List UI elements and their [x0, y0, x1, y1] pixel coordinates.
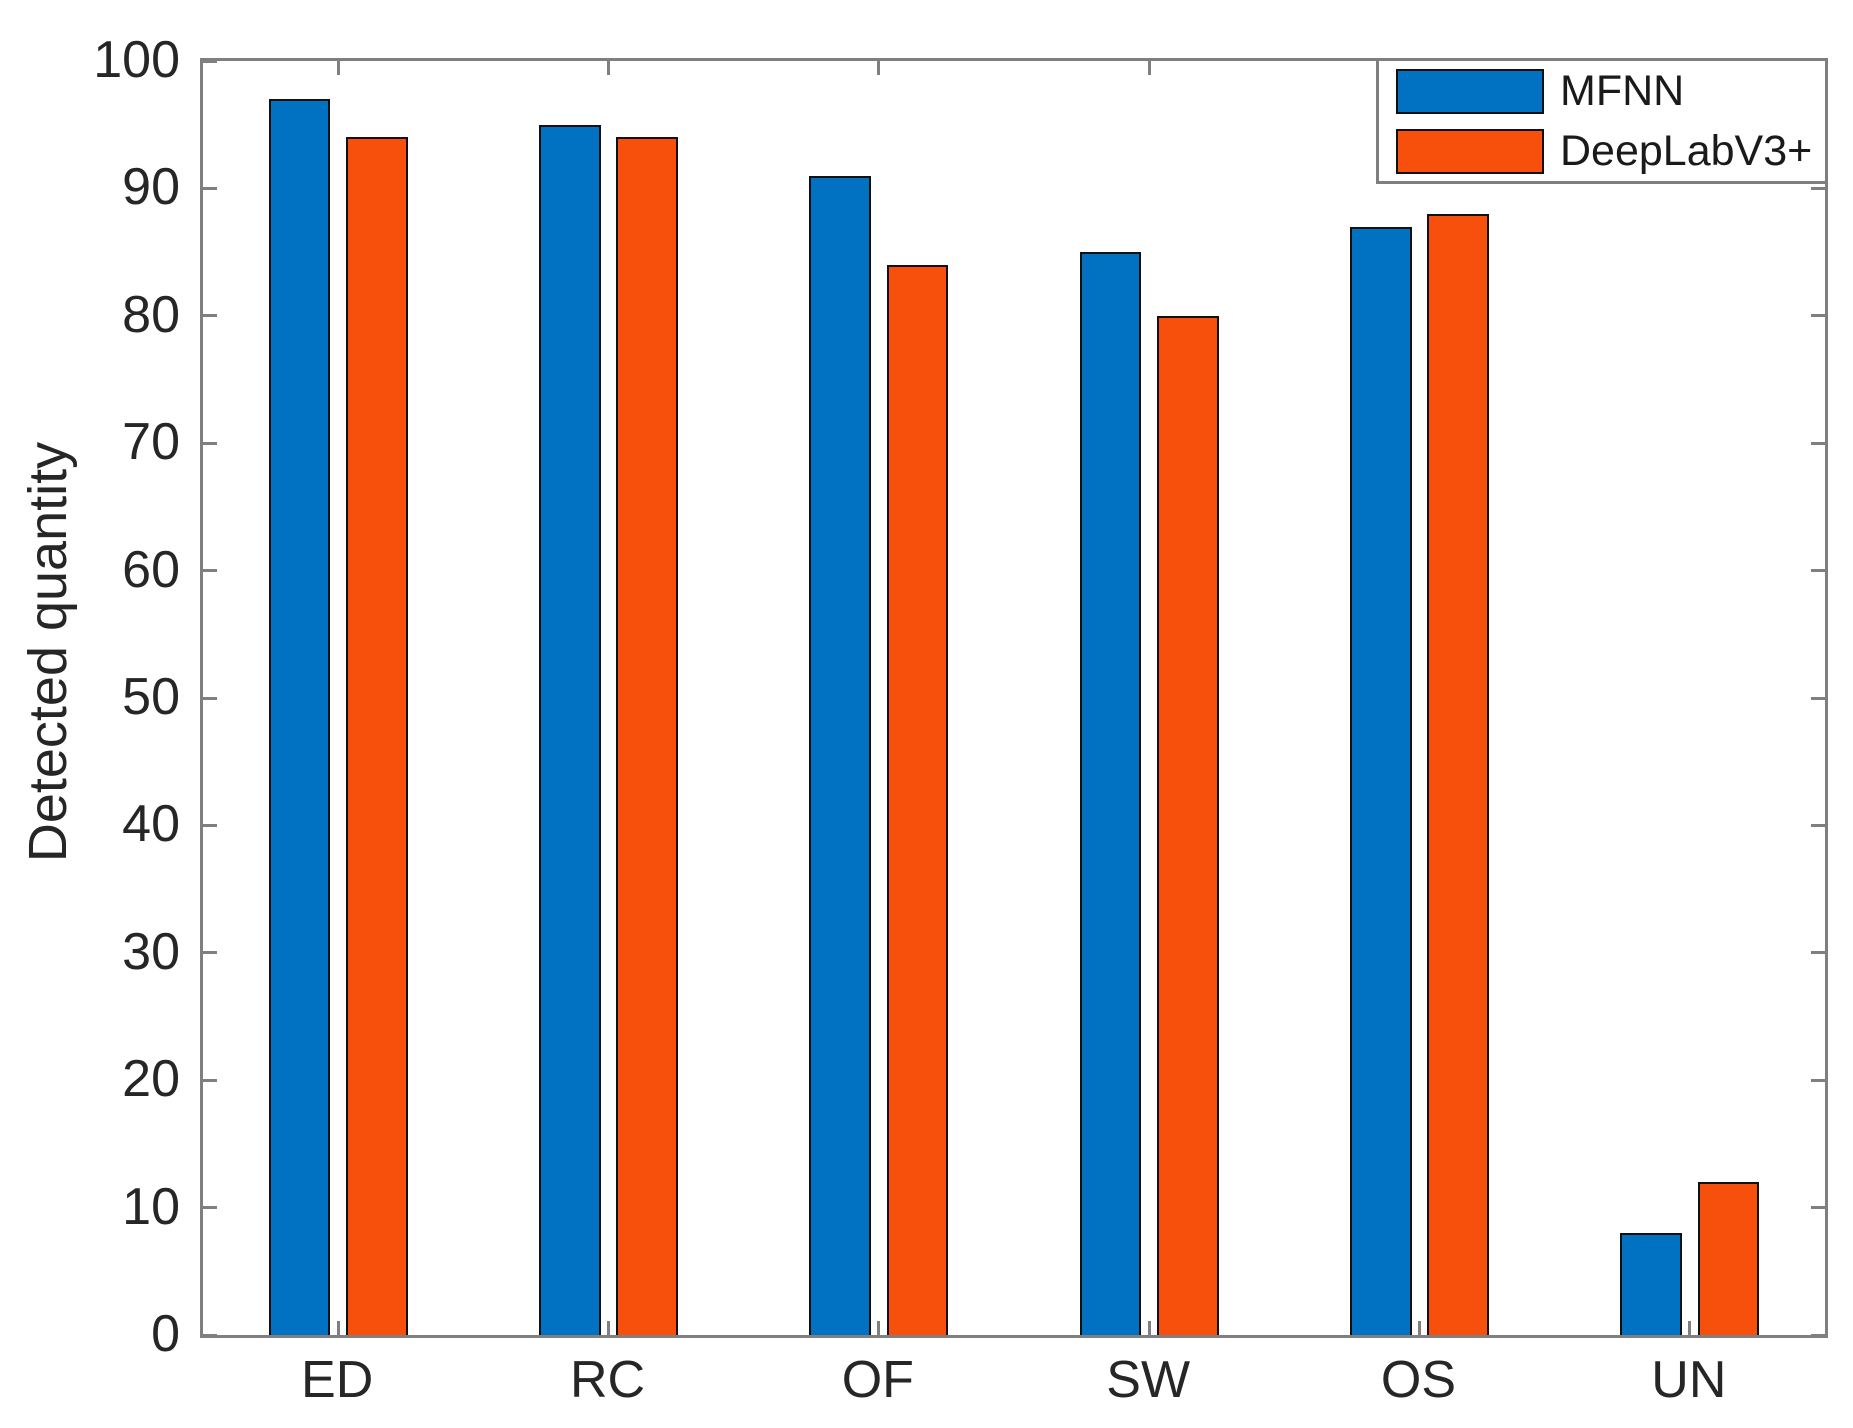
x-tick-mark-bottom — [1147, 1321, 1151, 1335]
bar-mfnn-rc — [538, 125, 601, 1335]
y-tick-mark-left — [203, 314, 217, 318]
bar-deeplabv3+-un — [1697, 1182, 1760, 1335]
y-tick-mark-right — [1811, 186, 1825, 190]
y-tick-mark-left — [203, 1206, 217, 1210]
x-tick-label: RC — [569, 1351, 646, 1409]
x-tick-mark-bottom — [607, 1321, 610, 1335]
plot-area: MFNN DeepLabV3+ — [200, 58, 1828, 1338]
legend-label-deeplabv3: DeepLabV3+ — [1560, 126, 1813, 175]
y-tick-label: 80 — [122, 285, 180, 344]
x-tick-mark-top — [336, 61, 340, 75]
legend-swatch-deeplabv3 — [1396, 128, 1544, 174]
y-tick-mark-right — [1811, 951, 1825, 955]
y-tick-mark-right — [1811, 314, 1825, 318]
y-tick-mark-right — [1811, 569, 1825, 573]
y-tick-mark-left — [203, 1333, 217, 1337]
x-tick-mark-bottom — [336, 1321, 340, 1335]
y-tick-label: 70 — [122, 413, 180, 472]
bar-deeplabv3+-ed — [345, 137, 408, 1335]
x-tick-mark-bottom — [1688, 1321, 1692, 1335]
y-tick-mark-left — [203, 59, 217, 63]
y-tick-mark-left — [203, 441, 217, 445]
legend-swatch-mfnn — [1396, 68, 1544, 114]
y-tick-label: 60 — [122, 540, 180, 599]
bar-mfnn-ed — [268, 99, 331, 1335]
x-tick-mark-top — [877, 61, 881, 75]
y-tick-mark-left — [203, 569, 217, 573]
y-tick-mark-left — [203, 951, 217, 955]
bar-mfnn-os — [1349, 227, 1412, 1335]
bar-mfnn-sw — [1079, 252, 1142, 1335]
y-tick-mark-left — [203, 186, 217, 190]
y-tick-label: 90 — [122, 158, 180, 217]
bar-deeplabv3+-sw — [1156, 316, 1219, 1335]
legend-item-mfnn: MFNN — [1396, 66, 1825, 115]
x-tick-mark-top — [607, 61, 610, 75]
x-tick-mark-bottom — [877, 1321, 881, 1335]
y-tick-mark-right — [1811, 823, 1825, 827]
y-tick-label: 30 — [122, 922, 180, 981]
legend: MFNN DeepLabV3+ — [1376, 58, 1828, 184]
y-tick-mark-right — [1811, 696, 1825, 700]
x-tick-mark-bottom — [1418, 1321, 1421, 1335]
x-tick-label: UN — [1651, 1351, 1727, 1409]
y-tick-label: 0 — [151, 1305, 180, 1363]
y-tick-mark-right — [1811, 1078, 1825, 1082]
legend-item-deeplabv3: DeepLabV3+ — [1396, 126, 1825, 175]
x-tick-label: OF — [841, 1351, 914, 1409]
x-tick-label: OS — [1380, 1351, 1457, 1409]
y-tick-label: 10 — [122, 1177, 180, 1236]
y-tick-label: 40 — [122, 795, 180, 854]
bar-deeplabv3+-rc — [616, 137, 679, 1335]
y-tick-label: 100 — [93, 31, 180, 89]
y-tick-mark-right — [1811, 1206, 1825, 1210]
bar-deeplabv3+-of — [886, 265, 949, 1335]
bar-mfnn-of — [809, 176, 872, 1335]
y-tick-mark-left — [203, 823, 217, 827]
y-tick-mark-left — [203, 1078, 217, 1082]
bar-mfnn-un — [1620, 1233, 1683, 1335]
y-tick-mark-right — [1811, 441, 1825, 445]
y-tick-label: 20 — [122, 1050, 180, 1109]
x-tick-label: ED — [301, 1351, 374, 1409]
y-tick-label: 50 — [122, 668, 180, 726]
x-tick-mark-top — [1147, 61, 1151, 75]
legend-label-mfnn: MFNN — [1560, 66, 1685, 115]
bar-deeplabv3+-os — [1427, 214, 1490, 1335]
y-tick-mark-left — [203, 696, 217, 700]
x-tick-label: SW — [1106, 1351, 1191, 1409]
y-tick-mark-right — [1811, 1333, 1825, 1337]
